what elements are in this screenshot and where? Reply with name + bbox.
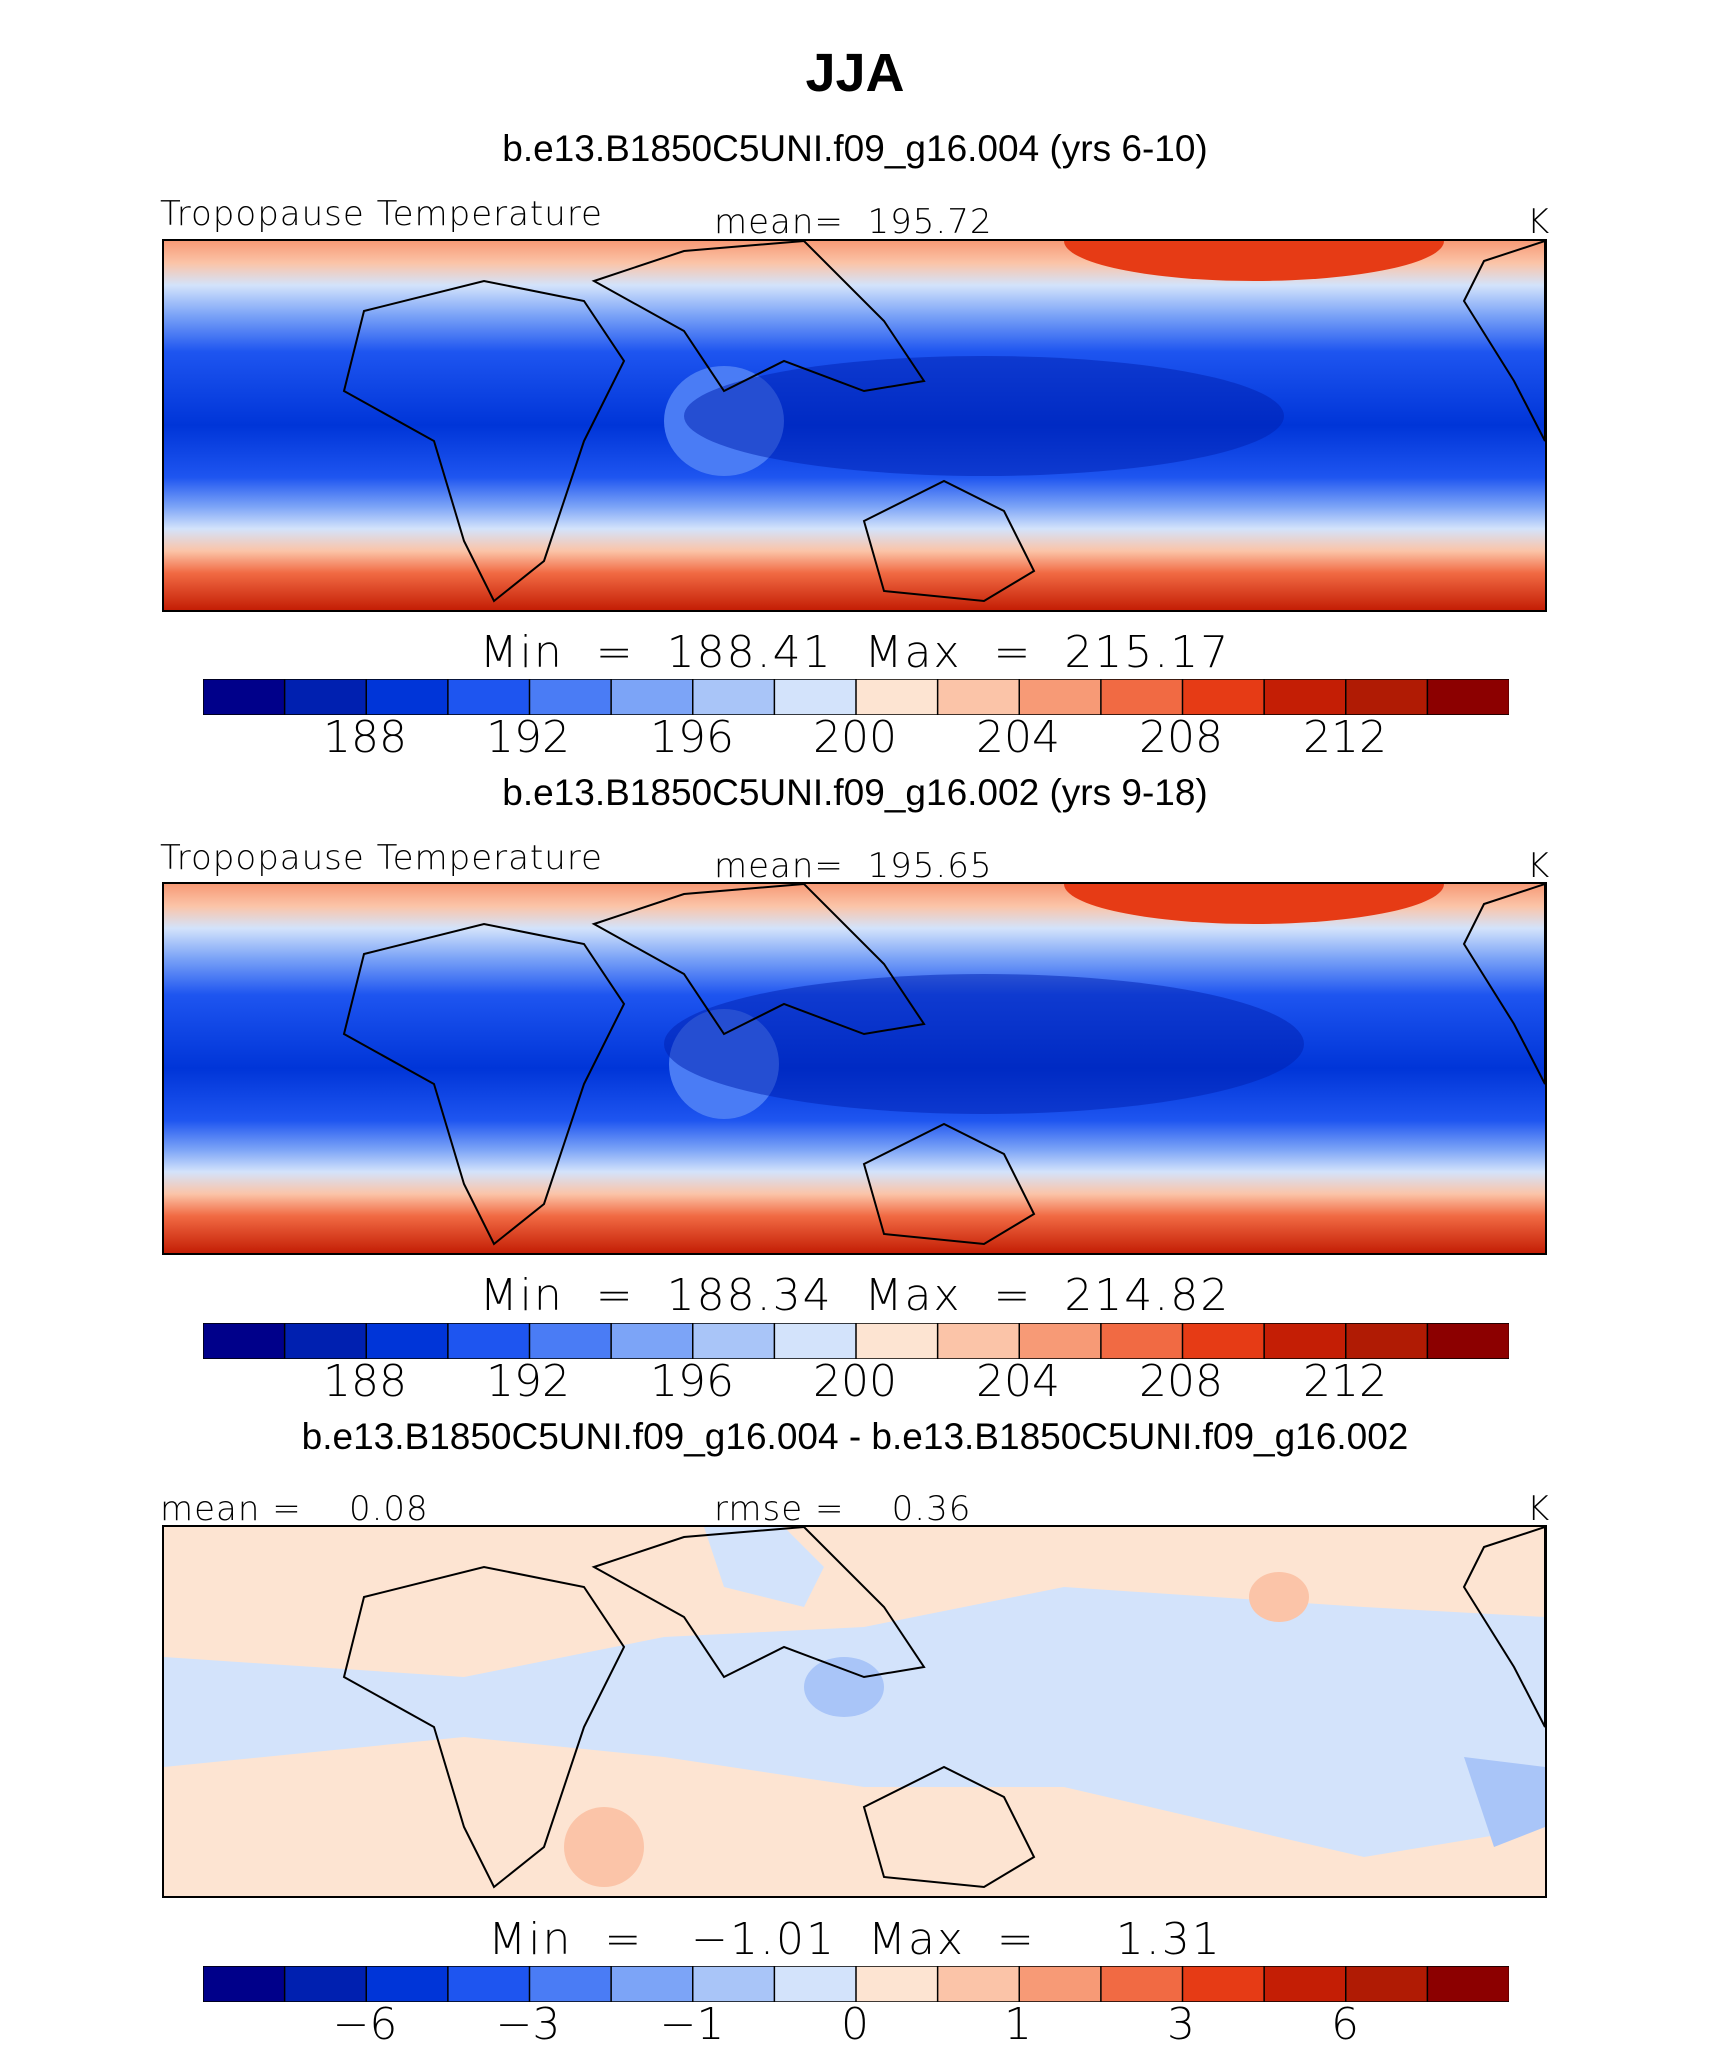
panel-1-variable-label: Tropopause Temperature: [160, 194, 603, 234]
colorbar-swatch: [528, 679, 613, 715]
panel-3-map: [162, 1525, 1547, 1898]
panel-2-tick-label: 204: [976, 1356, 1060, 1407]
colorbar-swatch: [447, 1966, 531, 2002]
panel-2-mean-label: mean= 195.65: [714, 846, 993, 886]
colorbar-swatch: [447, 679, 531, 715]
colorbar-swatch: [1181, 1966, 1266, 2002]
colorbar-swatch: [1345, 1966, 1429, 2002]
colorbar-swatch: [855, 1323, 939, 1359]
panel-2-minmax: Min = 188.34 Max = 214.82: [479, 1270, 1231, 1321]
panel-1-units-label: K: [1527, 202, 1551, 242]
panel-3-tick-label: 3: [1167, 1999, 1195, 2050]
colorbar-swatch: [1263, 679, 1348, 715]
panel-3-mean-label: mean = 0.08: [160, 1489, 429, 1529]
colorbar-swatch: [1181, 679, 1266, 715]
colorbar-swatch: [855, 679, 939, 715]
panel-1-tick-label: 196: [650, 712, 734, 763]
colorbar-swatch: [1426, 1966, 1509, 2002]
colorbar-swatch: [1181, 1323, 1266, 1359]
panel-1-tick-label: 200: [813, 712, 897, 763]
panel-3-rmse-label: rmse = 0.36: [714, 1489, 972, 1529]
panel-2-tick-label: 212: [1303, 1356, 1387, 1407]
panel-2-colorbar: [203, 1323, 1509, 1359]
colorbar-swatch: [203, 1966, 286, 2002]
panel-1-mean-label: mean= 195.72: [714, 202, 993, 242]
panel-1-colorbar: [203, 679, 1509, 715]
colorbar-swatch: [773, 1323, 858, 1359]
panel-3-units-label: K: [1527, 1489, 1551, 1529]
colorbar-swatch: [692, 679, 776, 715]
colorbar-swatch: [203, 679, 286, 715]
panel-1-tick-label: 212: [1303, 712, 1387, 763]
panel-2-tick-label: 196: [650, 1356, 734, 1407]
colorbar-swatch: [365, 1323, 450, 1359]
panel-1-tick-label: 204: [976, 712, 1060, 763]
colorbar-swatch: [692, 1323, 776, 1359]
panel-2-tick-label: 188: [323, 1356, 407, 1407]
panel-1-tick-label: 188: [323, 712, 407, 763]
colorbar-swatch: [855, 1966, 939, 2002]
colorbar-swatch: [936, 679, 1021, 715]
colorbar-swatch: [1018, 1966, 1103, 2002]
panel-2-tick-label: 208: [1139, 1356, 1223, 1407]
panel-2-tick-label: 200: [813, 1356, 897, 1407]
panel-1-title: b.e13.B1850C5UNI.f09_g16.004 (yrs 6-10): [502, 128, 1208, 169]
colorbar-swatch: [773, 679, 858, 715]
colorbar-swatch: [936, 1966, 1021, 2002]
colorbar-swatch: [365, 679, 450, 715]
panel-1-tick-label: 208: [1139, 712, 1223, 763]
colorbar-swatch: [1263, 1323, 1348, 1359]
colorbar-swatch: [1345, 1323, 1429, 1359]
panel-2-tick-label: 192: [486, 1356, 570, 1407]
colorbar-swatch: [1345, 679, 1429, 715]
colorbar-swatch: [1100, 1323, 1184, 1359]
colorbar-swatch: [1100, 679, 1184, 715]
colorbar-swatch: [1263, 1966, 1348, 2002]
panel-2-units-label: K: [1527, 846, 1551, 886]
colorbar-swatch: [365, 1966, 450, 2002]
colorbar-swatch: [283, 1966, 368, 2002]
panel-3-minmax: Min = −1.01 Max = 1.31: [488, 1914, 1222, 1965]
colorbar-swatch: [773, 1966, 858, 2002]
colorbar-swatch: [283, 679, 368, 715]
colorbar-swatch: [610, 1323, 695, 1359]
panel-2-title: b.e13.B1850C5UNI.f09_g16.002 (yrs 9-18): [502, 772, 1208, 813]
colorbar-swatch: [1100, 1966, 1184, 2002]
panel-1-map: [162, 239, 1547, 612]
colorbar-swatch: [203, 1323, 286, 1359]
colorbar-swatch: [692, 1966, 776, 2002]
colorbar-swatch: [447, 1323, 531, 1359]
colorbar-swatch: [936, 1323, 1021, 1359]
colorbar-swatch: [610, 1966, 695, 2002]
colorbar-swatch: [283, 1323, 368, 1359]
colorbar-swatch: [1018, 679, 1103, 715]
panel-3-tick-label: 0: [841, 1999, 869, 2050]
colorbar-swatch: [1426, 1323, 1509, 1359]
panel-3-title: b.e13.B1850C5UNI.f09_g16.004 - b.e13.B18…: [301, 1416, 1409, 1457]
panel-2-variable-label: Tropopause Temperature: [160, 838, 603, 878]
colorbar-swatch: [1018, 1323, 1103, 1359]
panel-3-colorbar: [203, 1966, 1509, 2002]
figure-title: JJA: [805, 43, 905, 103]
panel-3-tick-label: −1: [659, 1999, 725, 2050]
panel-2-map: [162, 882, 1547, 1255]
panel-3-tick-label: −6: [332, 1999, 398, 2050]
panel-3-tick-label: 1: [1004, 1999, 1032, 2050]
colorbar-swatch: [610, 679, 695, 715]
colorbar-swatch: [1426, 679, 1509, 715]
colorbar-swatch: [528, 1323, 613, 1359]
colorbar-swatch: [528, 1966, 613, 2002]
panel-3-tick-label: 6: [1331, 1999, 1359, 2050]
panel-1-tick-label: 192: [486, 712, 570, 763]
panel-3-tick-label: −3: [495, 1999, 561, 2050]
panel-1-minmax: Min = 188.41 Max = 215.17: [479, 627, 1231, 678]
